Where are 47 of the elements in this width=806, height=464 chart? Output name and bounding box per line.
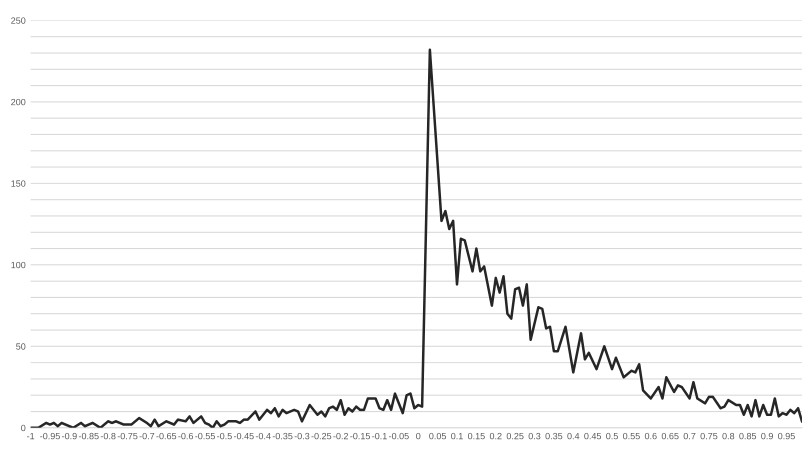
x-tick-label: -0.15	[350, 432, 370, 440]
x-tick-label: 0.35	[545, 432, 562, 440]
x-tick-label: 0.9	[761, 432, 773, 440]
x-tick-label: 0.4	[567, 432, 580, 440]
x-tick-label: 0.05	[429, 432, 446, 440]
x-tick-label: -0.05	[388, 432, 409, 440]
x-tick-label: 0.15	[468, 432, 485, 440]
x-tick-label: 0.1	[451, 432, 463, 440]
y-tick-label: 50	[16, 343, 26, 350]
x-tick-label: 0.2	[490, 432, 502, 440]
x-tick-label: 0.5	[606, 432, 618, 440]
x-tick-label: -0.6	[178, 432, 194, 440]
x-tick-label: -0.9	[62, 432, 77, 440]
x-tick-label: -1	[27, 433, 34, 440]
x-tick-label: -0.7	[140, 432, 154, 440]
line-series	[30, 48, 802, 428]
x-tick-label: 0	[416, 432, 420, 440]
x-tick-label: 0.3	[528, 432, 540, 440]
x-tick-label: -0.35	[272, 432, 292, 440]
x-tick-label: -0.45	[234, 432, 254, 440]
x-tick-label: 0.55	[622, 432, 640, 440]
x-tick-label: -0.5	[217, 432, 232, 440]
x-tick-label: -0.3	[294, 432, 310, 440]
x-tick-label: -0.55	[195, 432, 215, 440]
x-tick-label: -0.95	[40, 432, 60, 440]
y-tick-label: 0	[21, 424, 26, 432]
x-tick-label: 0.95	[778, 432, 795, 440]
x-tick-label: 0.75	[700, 432, 718, 440]
x-tick-label: 0.25	[506, 432, 524, 440]
y-tick-label: 250	[11, 17, 26, 24]
y-tick-label: 150	[11, 180, 26, 187]
y-tick-label: 200	[11, 98, 26, 106]
x-tick-label: 0.85	[739, 432, 756, 440]
x-tick-label: 0.8	[722, 432, 734, 440]
x-tick-label: -0.75	[118, 432, 138, 440]
x-tick-label: -0.85	[78, 432, 99, 440]
x-tick-label: 0.45	[584, 432, 602, 440]
x-tick-label: 0.7	[684, 432, 696, 440]
x-tick-label: 0.65	[662, 432, 679, 440]
y-tick-label: 100	[11, 262, 26, 268]
x-tick-label: -0.2	[333, 432, 348, 440]
x-tick-label: -0.1	[372, 432, 387, 440]
x-tick-label: -0.4	[256, 432, 271, 440]
x-tick-label: -0.25	[311, 432, 332, 440]
x-tick-label: -0.65	[156, 432, 176, 440]
x-tick-label: 0.6	[644, 432, 657, 440]
x-tick-label: -0.8	[100, 432, 116, 440]
